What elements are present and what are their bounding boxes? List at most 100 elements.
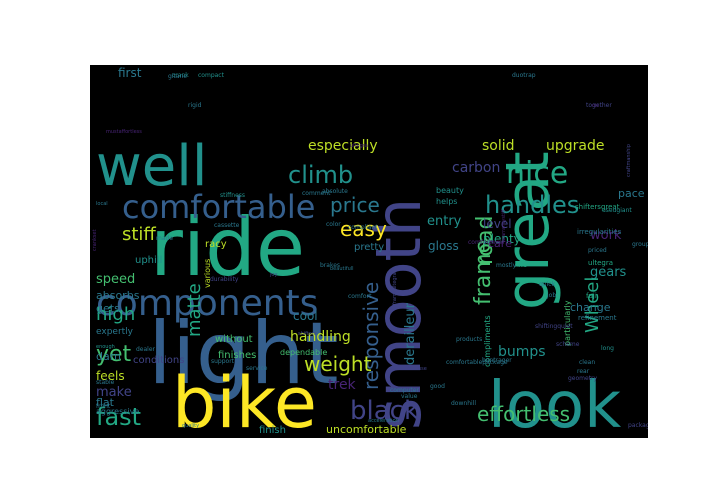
word-pace: pace [618, 187, 645, 200]
word-darn: darn [96, 350, 121, 363]
word-frameultegra: frameultegra [392, 272, 398, 305]
word-computer: computer [390, 387, 419, 394]
word-acceleration: acceleration [368, 418, 399, 424]
word-trek: trek [328, 377, 357, 393]
word-especially: especially [308, 138, 378, 154]
word-package: package [628, 422, 648, 429]
word-gears: gears [590, 265, 627, 280]
word-expertly: expertly [96, 327, 134, 337]
word-nic: nic [592, 103, 600, 109]
word-care: care [488, 237, 512, 250]
word-bontrager: bontrager [482, 357, 512, 364]
word-carbon: carbon [452, 160, 500, 176]
word-shifters: shifters [298, 331, 317, 337]
word-great: great [493, 151, 563, 310]
word-comfort: comfort [348, 293, 372, 300]
word-beauty: beauty [436, 186, 464, 195]
word-absorbs: absorbs [96, 289, 140, 302]
word-first: first [118, 66, 142, 80]
word-compliments: compliments [483, 315, 492, 367]
word-level: level [483, 217, 512, 231]
word-ultegra: ultegra [350, 143, 368, 149]
word-comfortablepackage: comfortablepackage [446, 359, 508, 366]
word-comfortable: comfortable [122, 188, 315, 226]
word-craftmanship: craftmanship [626, 144, 632, 177]
word-gitane: gitane [168, 73, 187, 80]
word-handling: handling [290, 329, 351, 345]
word-change: change [570, 301, 611, 314]
word-mostly: mostly [496, 262, 517, 269]
word-stable: stable [96, 379, 115, 386]
word-make: make [96, 385, 132, 400]
word-well: well [96, 134, 207, 199]
word-feels: feels [96, 369, 125, 383]
word-good: good [430, 383, 445, 390]
word-matte: matte [184, 283, 205, 337]
word-effortless: effortless [477, 402, 570, 426]
word-components: components [96, 283, 318, 324]
word-warrantystiff: warrantystiff [501, 209, 507, 241]
word-dependable: dependable [280, 348, 327, 357]
word-products: products [456, 336, 482, 343]
word-clean: clean [579, 359, 595, 366]
word-look: look [488, 369, 621, 438]
word-shiftersgreat: shiftersgreat [575, 203, 620, 211]
word-crankset: crankset [92, 229, 98, 251]
word-crank: crank [172, 72, 189, 79]
word-local: local [96, 201, 108, 207]
word-long: long [601, 345, 614, 352]
word-rigid: rigid [188, 102, 202, 109]
word-duotrap: duotrap [512, 72, 536, 79]
word-scheme: scheme [556, 341, 580, 348]
word-uncomfortable: uncomfortable [326, 423, 407, 436]
word-fuji: fuji [586, 292, 597, 300]
word-finish: finish [259, 425, 286, 436]
word-use: use [418, 366, 427, 372]
word-support: support [211, 358, 235, 365]
word-absolute: absolute [322, 188, 348, 195]
word-joy: joy [269, 272, 277, 278]
word-smooth: smooth [362, 198, 435, 430]
word-pretty: pretty [354, 242, 384, 253]
word-conditions: conditions [133, 355, 184, 366]
word-wheel: Wheel [582, 277, 603, 333]
word-climb: climb [288, 161, 353, 189]
word-made: made [156, 235, 173, 242]
word-brakes: brakes [320, 262, 340, 269]
word-frame: frame [471, 240, 496, 305]
word-price: price [330, 193, 380, 217]
word-quality: quality [182, 423, 199, 429]
word-yet: yet [96, 342, 132, 367]
word-ultegra: ultegra [588, 259, 613, 267]
word-downhill: downhill [451, 400, 476, 407]
word-light: light [148, 304, 339, 404]
word-derailleur: derailleur [403, 302, 418, 365]
word-entry: entry [427, 214, 462, 229]
word-flat: flat [96, 396, 115, 409]
word-group: group [632, 241, 648, 248]
word-stiff: stiff [122, 224, 156, 245]
word-various: various [203, 259, 212, 288]
word-hills: hills [515, 262, 527, 269]
word-cassette: cassette [214, 222, 240, 229]
word-mustaffortless: mustaffortless [106, 129, 142, 135]
word-refinement: refinement [578, 314, 617, 322]
word-plenty: plenty [483, 232, 521, 246]
word-front: front [96, 403, 111, 410]
word-usedgiant: usedgiant [602, 207, 632, 214]
word-cloud: smooth light ride bike look great well componen… [90, 65, 648, 438]
word-gets: gets [96, 302, 120, 315]
word-together: together [586, 102, 612, 109]
word-job: job [546, 292, 556, 299]
cloud-background [90, 65, 648, 438]
word-bike: bike [172, 362, 317, 438]
word-fast: fast [96, 403, 141, 431]
word-rear: rear [577, 368, 590, 375]
word-compliant: compliant [348, 224, 378, 231]
word-durability: durability [210, 276, 239, 283]
word-particularly: particularly [563, 300, 572, 346]
word-ride: ride [150, 201, 305, 294]
word-weight: weight [304, 352, 372, 376]
word-beautifull: beautifull [330, 266, 354, 272]
word-comment: comment [302, 190, 331, 197]
